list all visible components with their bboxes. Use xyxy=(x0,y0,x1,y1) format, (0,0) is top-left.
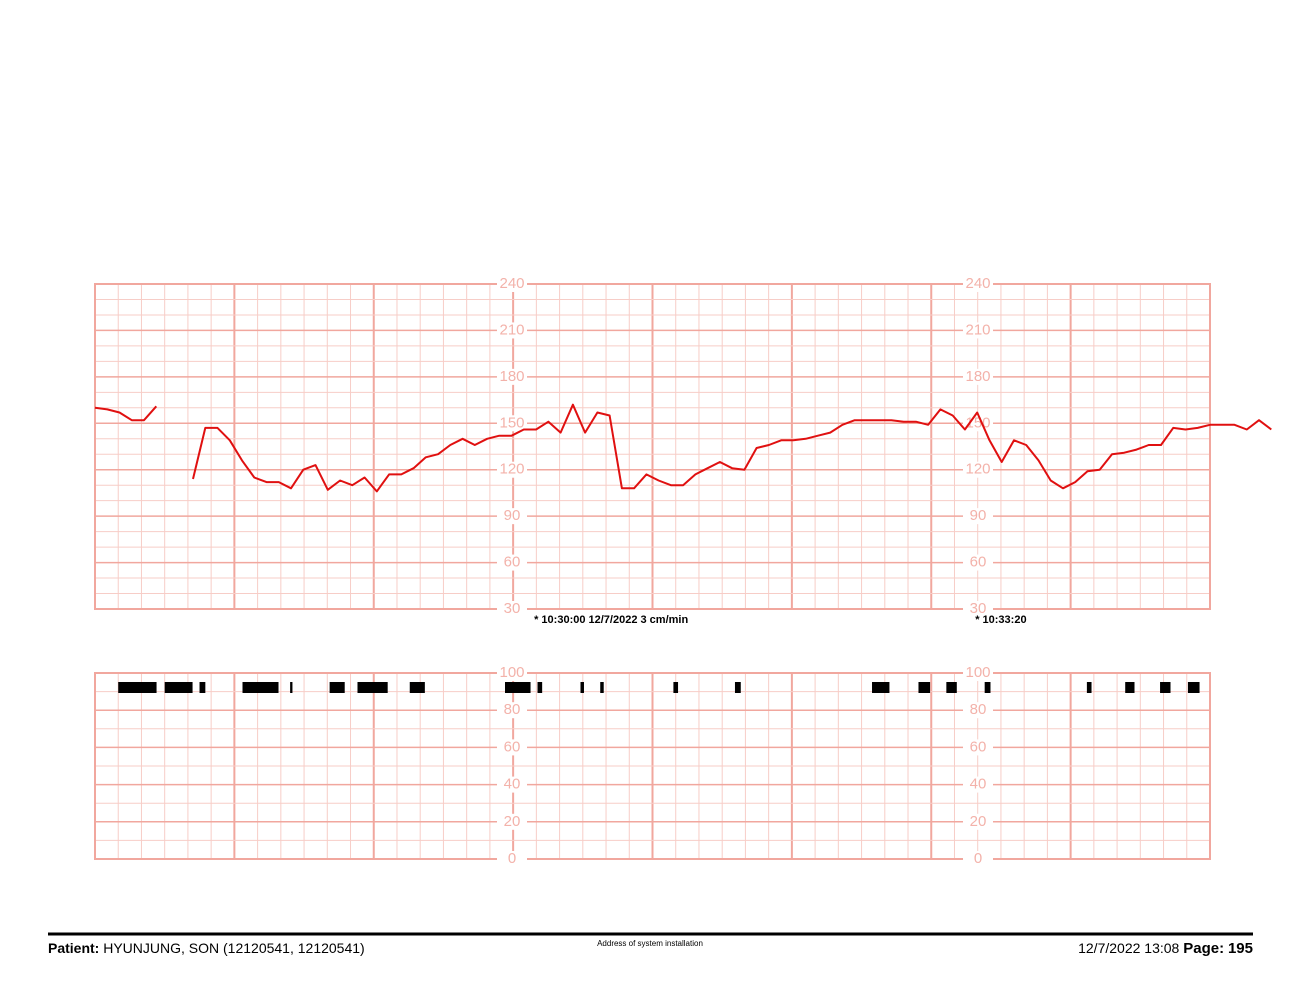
movement-marker xyxy=(872,682,890,693)
movement-marker xyxy=(1086,682,1092,693)
tick-label-bg xyxy=(963,322,993,339)
tick-label-bg xyxy=(497,322,527,339)
time-annotation: * 10:30:00 12/7/2022 3 cm/min xyxy=(534,614,688,626)
tick-label-bg xyxy=(963,813,993,830)
movement-marker xyxy=(946,682,957,693)
y-tick-label: 100 xyxy=(499,664,524,681)
y-tick-label: 60 xyxy=(970,738,987,755)
y-tick-label: 60 xyxy=(504,738,521,755)
y-tick-label: 0 xyxy=(508,850,516,867)
movement-marker xyxy=(673,682,679,693)
tick-label-bg xyxy=(497,554,527,571)
tick-label-bg xyxy=(497,813,527,830)
y-tick-label: 100 xyxy=(965,664,990,681)
movement-marker xyxy=(504,682,531,693)
fhr-trace xyxy=(94,403,1272,493)
print-datetime: 12/7/2022 13:08 xyxy=(1078,940,1179,956)
y-tick-label: 90 xyxy=(970,507,987,524)
y-tick-label: 120 xyxy=(499,461,524,478)
movement-marker xyxy=(918,682,931,693)
y-tick-label: 80 xyxy=(970,701,987,718)
tick-label-bg xyxy=(497,665,527,681)
y-tick-label: 30 xyxy=(970,600,987,617)
patient-label: Patient: xyxy=(48,940,99,956)
movement-marker xyxy=(734,682,741,693)
tick-label-bg xyxy=(963,851,993,867)
movement-marker xyxy=(290,682,293,693)
movement-marker xyxy=(1125,682,1135,693)
y-tick-label: 180 xyxy=(499,368,524,385)
y-tick-label: 20 xyxy=(504,813,521,830)
patient-name: HYUNJUNG, SON (12120541, 12120541) xyxy=(103,940,364,956)
y-tick-label: 0 xyxy=(974,850,982,867)
time-annotation: * 10:33:20 xyxy=(975,614,1026,626)
y-tick-label: 40 xyxy=(504,776,521,793)
tick-label-bg xyxy=(963,554,993,571)
movement-marker xyxy=(199,682,206,693)
tick-label-bg xyxy=(963,702,993,719)
movement-marker xyxy=(600,682,604,693)
page-label: Page: xyxy=(1183,940,1224,957)
tick-label-bg xyxy=(963,665,993,681)
movement-marker xyxy=(242,682,279,693)
y-tick-label: 90 xyxy=(504,507,521,524)
y-tick-label: 240 xyxy=(499,275,524,292)
movement-marker xyxy=(1160,682,1171,693)
tick-label-bg xyxy=(497,461,527,478)
tick-label-bg xyxy=(963,276,993,292)
y-tick-label: 120 xyxy=(965,461,990,478)
tick-label-bg xyxy=(497,415,527,432)
tick-label-bg xyxy=(963,508,993,525)
y-tick-label: 150 xyxy=(499,414,524,431)
movement-marker xyxy=(329,682,345,693)
movement-marker xyxy=(164,682,193,693)
y-tick-label: 240 xyxy=(965,275,990,292)
tick-label-bg xyxy=(497,776,527,793)
movement-marker xyxy=(537,682,543,693)
tick-label-bg xyxy=(497,851,527,867)
tick-label-bg xyxy=(497,702,527,719)
tick-label-bg xyxy=(497,508,527,525)
page-info: 12/7/2022 13:08 Page: 195 xyxy=(1078,940,1253,957)
tick-label-bg xyxy=(963,461,993,478)
y-tick-label: 210 xyxy=(965,321,990,338)
tick-label-bg xyxy=(497,739,527,756)
movement-marker xyxy=(409,682,425,693)
plot-frame xyxy=(94,283,1211,610)
tick-label-bg xyxy=(963,368,993,385)
y-tick-label: 30 xyxy=(504,600,521,617)
movement-marker xyxy=(1187,682,1200,693)
tick-label-bg xyxy=(963,776,993,793)
y-tick-label: 80 xyxy=(504,701,521,718)
movement-marker xyxy=(118,682,157,693)
y-tick-label: 40 xyxy=(970,776,987,793)
tick-label-bg xyxy=(497,601,527,617)
y-tick-label: 210 xyxy=(499,321,524,338)
tick-label-bg xyxy=(963,415,993,432)
tick-label-bg xyxy=(963,601,993,617)
patient-info: Patient: HYUNJUNG, SON (12120541, 121205… xyxy=(48,940,365,956)
y-tick-label: 60 xyxy=(970,554,987,571)
movement-marker xyxy=(984,682,991,693)
y-tick-label: 180 xyxy=(965,368,990,385)
address: Address of system installation xyxy=(597,939,703,948)
movement-marker xyxy=(357,682,388,693)
movement-marker xyxy=(580,682,584,693)
page-number: 195 xyxy=(1228,940,1253,957)
tick-label-bg xyxy=(497,368,527,385)
y-tick-label: 60 xyxy=(504,554,521,571)
tick-label-bg xyxy=(497,276,527,292)
y-tick-label: 20 xyxy=(970,813,987,830)
tick-label-bg xyxy=(963,739,993,756)
plot-frame xyxy=(94,672,1211,860)
